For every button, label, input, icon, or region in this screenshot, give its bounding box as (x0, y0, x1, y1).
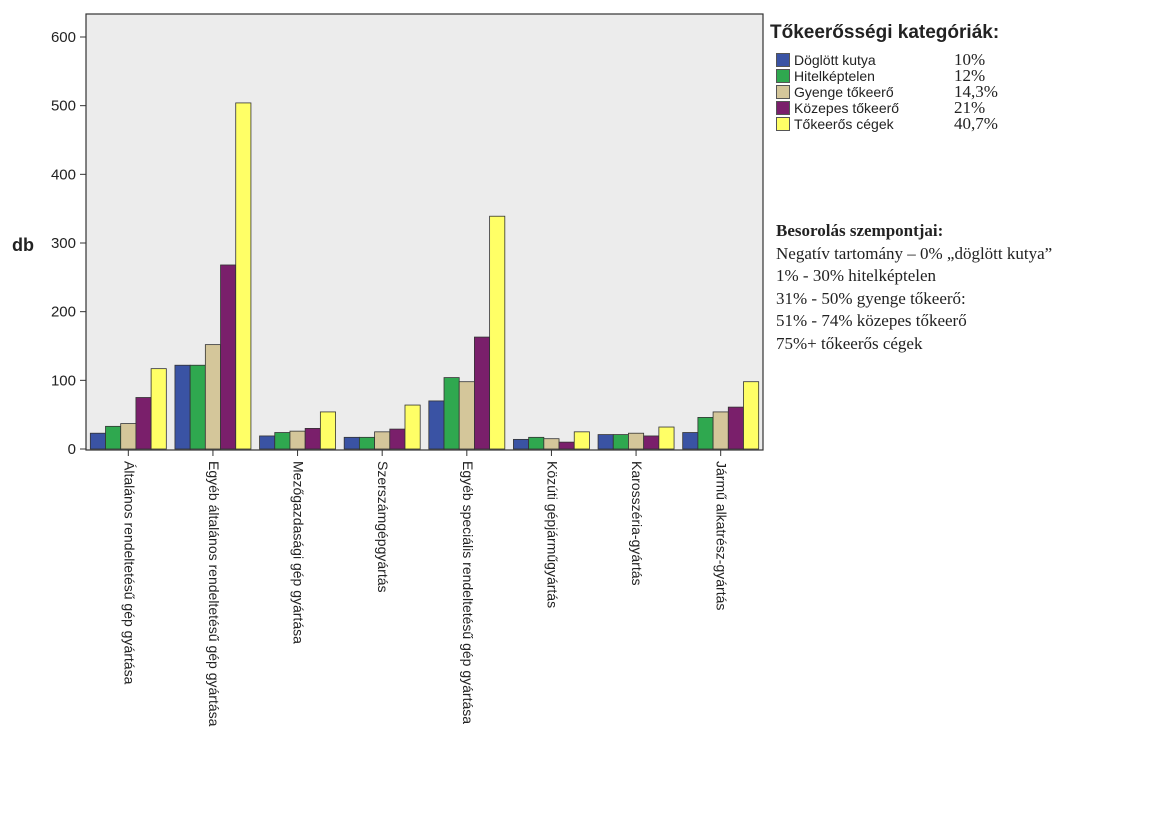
legend-swatch-weak (776, 85, 790, 99)
bar (543, 438, 560, 450)
bar (628, 432, 645, 450)
legend-pct: 21% (954, 98, 986, 117)
bar (428, 400, 445, 450)
bar (743, 381, 760, 450)
legend-pct: 40,7% (954, 114, 998, 133)
bar (682, 432, 699, 450)
bar (189, 364, 206, 450)
legend-pct: 14,3% (954, 82, 998, 101)
criteria-line: 1% - 30% hitelképtelen (776, 266, 937, 285)
legend-pct: 10% (954, 50, 986, 69)
bar (135, 397, 152, 450)
legend-item-5: Tőkeerős cégek 40,7% (770, 114, 1150, 133)
bar (343, 436, 360, 450)
bar (150, 368, 167, 450)
bar (235, 102, 252, 450)
bar (389, 428, 406, 450)
bar (597, 434, 614, 450)
criteria-line: Negatív tartomány – 0% „döglött kutya” (776, 243, 1053, 263)
x-category-label: Egyéb általános rendeltetésű gép gyártás… (206, 461, 222, 727)
bar (443, 377, 460, 450)
x-category-label: Általános rendeltetésű gép gyártása (121, 461, 137, 685)
criteria-title: Besorolás szempontjai: (776, 221, 944, 240)
bar (458, 381, 475, 450)
legend-item-2: Hitelképtelen 12% (770, 66, 1150, 85)
y-tick-label: 100 (51, 372, 76, 389)
bar (105, 425, 122, 450)
bar (120, 423, 137, 450)
bar (358, 436, 375, 450)
x-category-label: Mezőgazdasági gép gyártása (291, 461, 307, 644)
bar (404, 404, 421, 450)
y-tick-label: 0 (68, 441, 76, 458)
legend-title: Tőkeerősségi kategóriák: (770, 22, 1000, 43)
x-axis: Általános rendeltetésű gép gyártása Egyéb… (121, 450, 730, 727)
x-category-label: Jármű alkatrész-gyártás (714, 461, 730, 610)
legend-item-3: Gyenge tőkeerő 14,3% (770, 82, 1150, 101)
bar (697, 417, 714, 450)
bar (274, 432, 291, 450)
bar (727, 406, 744, 450)
y-tick-label: 400 (51, 166, 76, 183)
legend-label: Hitelképtelen (794, 68, 875, 84)
y-tick-label: 500 (51, 98, 76, 115)
classification-criteria: Besorolás szempontjai: Negatív tartomány… (776, 220, 1156, 355)
legend-pct: 12% (954, 66, 986, 85)
bar (558, 441, 575, 450)
bar (474, 336, 491, 450)
bar-chart: 0 100 200 300 400 500 600 Általános rendelteté… (12, 13, 764, 727)
bar (658, 426, 675, 450)
legend-swatch-non-creditworthy (776, 69, 790, 83)
bar (304, 427, 321, 450)
bar (712, 411, 729, 450)
criteria-line: 51% - 74% közepes tőkeerő (776, 311, 967, 330)
x-category-label: Egyéb speciális rendeltetésű gép gyártás… (460, 461, 476, 724)
legend-item-1: Döglött kutya 10% (770, 50, 1150, 69)
legend-label: Döglött kutya (794, 52, 876, 68)
y-axis: 0 100 200 300 400 500 600 (51, 29, 86, 458)
bar (289, 430, 306, 450)
legend: Tőkeerősségi kategóriák: Döglött kutya 1… (770, 22, 1150, 133)
legend-label: Közepes tőkeerő (794, 100, 900, 116)
bar (513, 438, 530, 450)
criteria-line: 75%+ tőkeerős cégek (776, 333, 923, 353)
x-category-label: Szerszámgépgyártás (375, 461, 391, 593)
legend-label: Gyenge tőkeerő (794, 84, 894, 100)
bars-group (89, 102, 760, 450)
y-tick-label: 300 (51, 235, 76, 252)
bar (573, 431, 590, 450)
criteria-line: 31% - 50% gyenge tőkeerő: (776, 288, 966, 308)
legend-swatch-medium (776, 101, 790, 115)
legend-swatch-dead-dog (776, 53, 790, 67)
bar (489, 215, 506, 450)
legend-swatch-strong (776, 117, 790, 131)
y-tick-label: 600 (51, 29, 76, 46)
x-category-label: Karosszéria-gyártás (629, 461, 645, 586)
bar (612, 434, 629, 450)
bar (204, 344, 221, 450)
bar (319, 411, 336, 450)
x-category-label: Közúti gépjárműgyártás (544, 461, 560, 608)
bar (220, 264, 237, 450)
y-axis-label: db (12, 235, 34, 255)
bar (374, 431, 391, 450)
bar (259, 435, 276, 450)
y-tick-label: 200 (51, 304, 76, 321)
bar (174, 364, 191, 450)
legend-label: Tőkeerős cégek (794, 116, 894, 132)
bar (528, 436, 545, 450)
legend-item-4: Közepes tőkeerő 21% (770, 98, 1150, 117)
bar (89, 432, 106, 450)
bar (643, 435, 660, 450)
